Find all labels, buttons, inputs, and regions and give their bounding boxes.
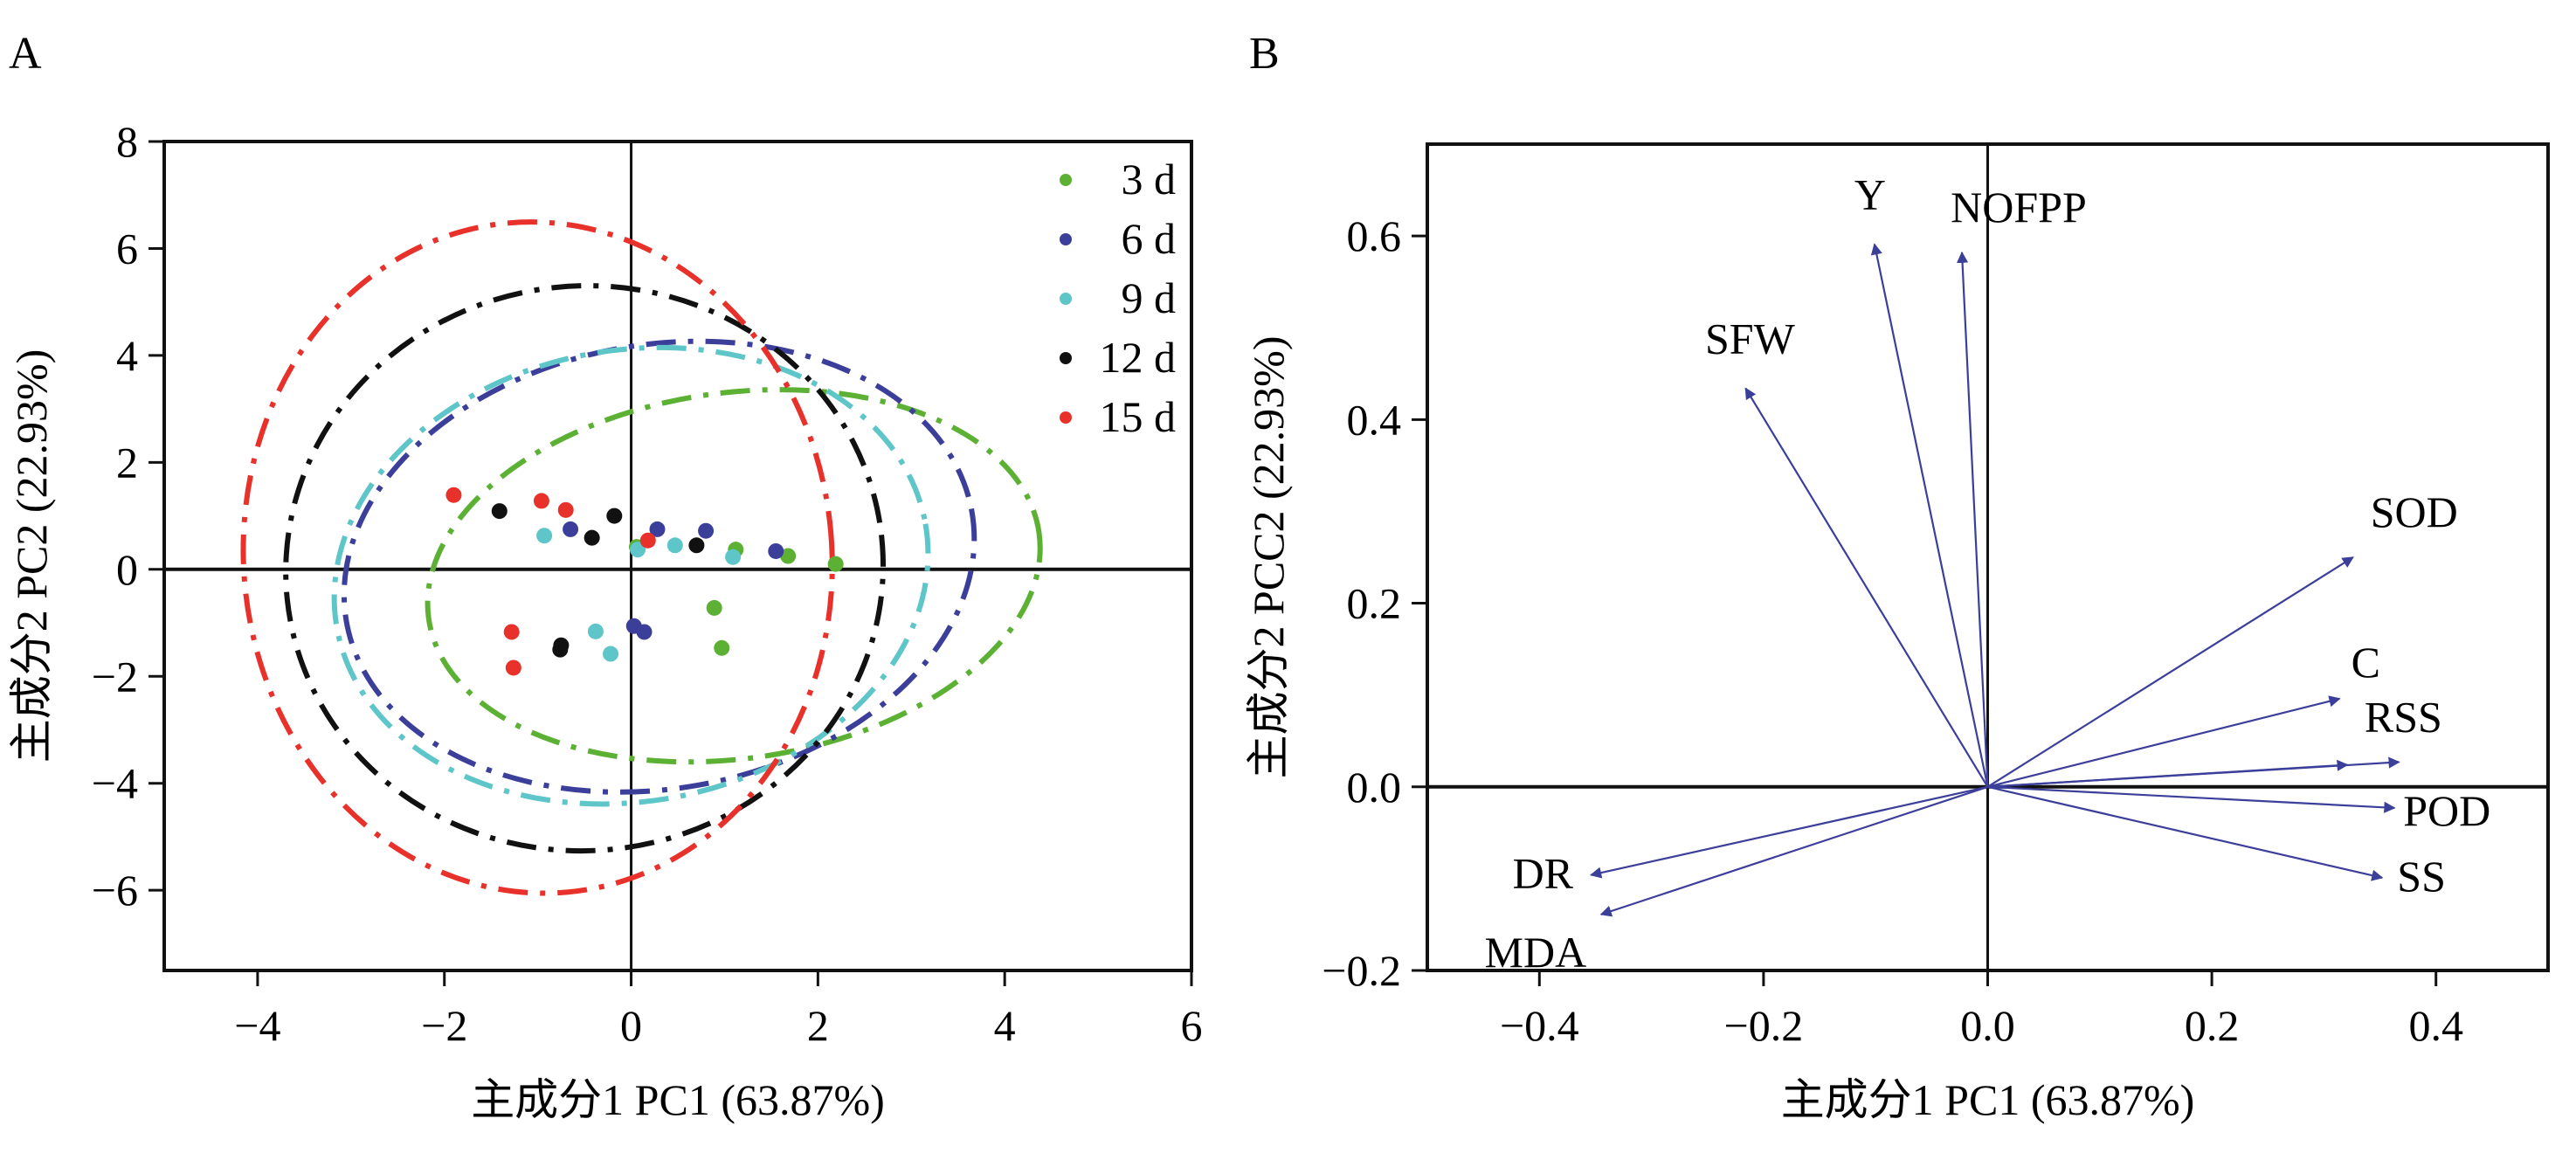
y-tick-label: 0 <box>116 545 138 594</box>
panel-a-label: A <box>9 29 42 79</box>
loading-vector-arrow <box>1870 243 1989 788</box>
data-point-3d <box>827 556 844 572</box>
x-tick-label: 0.2 <box>2185 1001 2240 1050</box>
legend-marker <box>1060 293 1072 305</box>
legend-label: 3 d <box>1122 155 1177 204</box>
legend-marker <box>1060 174 1072 186</box>
y-tick-label: −6 <box>92 866 138 915</box>
loading-vector-arrow <box>1987 756 2400 788</box>
loading-vector-label: RSS <box>2365 692 2442 741</box>
confidence-ellipse-9d <box>331 344 931 807</box>
data-point-12d <box>688 537 705 554</box>
x-tick-label: 0.4 <box>2408 1001 2463 1050</box>
data-point-15d <box>639 532 656 549</box>
data-point-15d <box>533 493 549 509</box>
x-tick-label: 0.0 <box>1960 1001 2015 1050</box>
y-tick-label: −2 <box>92 652 138 701</box>
loading-vector-label: SOD <box>2371 487 2458 536</box>
legend-marker <box>1060 233 1072 245</box>
y-axis-title: 主成分2 PC2 (22.93%) <box>7 349 56 763</box>
x-tick-label: −2 <box>421 1001 467 1050</box>
data-point-12d <box>491 503 508 520</box>
data-point-9d <box>666 537 683 554</box>
x-axis-title: 主成分1 PC1 (63.87%) <box>1781 1075 2195 1124</box>
confidence-ellipse-12d <box>283 283 886 854</box>
legend-label: 9 d <box>1122 273 1177 322</box>
legend-label: 12 d <box>1100 333 1177 382</box>
x-tick-label: 6 <box>1181 1001 1203 1050</box>
y-tick-label: −4 <box>92 759 138 808</box>
data-point-9d <box>630 542 646 558</box>
data-point-9d <box>603 646 619 662</box>
x-tick-label: −4 <box>234 1001 280 1050</box>
legend-marker <box>1060 411 1072 424</box>
loading-vector-label: POD <box>2403 786 2490 835</box>
data-point-9d <box>725 549 742 565</box>
loading-vector-arrow <box>1987 785 2396 813</box>
legend-label: 6 d <box>1122 214 1177 263</box>
data-point-15d <box>445 487 462 503</box>
confidence-ellipse-15d <box>240 219 835 896</box>
data-point-3d <box>706 599 722 616</box>
loading-vector-label: SFW <box>1705 314 1796 363</box>
panel-b-label: B <box>1249 29 1280 79</box>
panel-a-pca-scores: −4 −2 0 2 4 6 −6 −4 −2 0 2 4 6 8 主成分1 PC1 (63.87%) 主成分2… <box>7 117 1203 1124</box>
loading-vector-arrow <box>1987 695 2341 788</box>
y-tick-label: 0.4 <box>1347 395 1402 444</box>
panel-b-loading-plot: −0.4 −0.2 0.0 0.2 0.4 −0.2 0.0 0.2 0.4 0.6 主成分1 PC… <box>1244 142 2550 1124</box>
data-point-15d <box>557 501 574 518</box>
data-point-6d <box>649 521 666 537</box>
confidence-ellipse-6d <box>341 338 977 795</box>
y-tick-label: 2 <box>116 438 138 487</box>
y-tick-label: 0.2 <box>1347 579 1402 628</box>
loading-vector-label: MDA <box>1485 928 1587 977</box>
y-tick-label: 0.6 <box>1347 211 1402 260</box>
y-axis-title: 主成分2 PCC2 (22.93%) <box>1244 336 1293 779</box>
loading-vector-label: Y <box>1854 170 1886 219</box>
data-point-12d <box>552 641 569 658</box>
x-axis-title: 主成分1 PC1 (63.87%) <box>471 1075 885 1124</box>
data-point-6d <box>698 522 715 539</box>
data-point-12d <box>584 529 600 546</box>
data-point-15d <box>503 624 520 640</box>
data-point-3d <box>714 639 730 656</box>
plot-frame <box>162 140 1193 972</box>
confidence-ellipse-3d <box>425 387 1043 765</box>
x-tick-label: 4 <box>994 1001 1016 1050</box>
data-point-6d <box>768 542 784 559</box>
loading-vector-arrow <box>1986 556 2354 788</box>
data-point-9d <box>587 623 604 639</box>
loading-vector-label: DR <box>1513 849 1574 898</box>
x-tick-label: −0.2 <box>1724 1001 1804 1050</box>
loading-vector-arrow <box>1590 785 1988 879</box>
x-tick-label: 0 <box>620 1001 642 1050</box>
x-tick-label: 2 <box>807 1001 829 1050</box>
data-point-6d <box>636 624 653 640</box>
y-tick-label: 4 <box>116 331 138 380</box>
loading-vector-arrow <box>1956 251 1989 787</box>
loading-vector-arrow <box>1987 785 2384 881</box>
x-tick-label: −0.4 <box>1500 1001 1579 1050</box>
loading-vector-label: NOFPP <box>1951 183 2087 231</box>
loading-vector-label: SS <box>2397 852 2446 901</box>
data-point-12d <box>606 508 623 524</box>
loading-vector-arrow <box>1744 387 1989 788</box>
legend-marker <box>1060 352 1072 364</box>
data-point-9d <box>536 528 553 544</box>
data-point-15d <box>505 660 521 676</box>
data-point-6d <box>563 521 579 537</box>
data-point-3d <box>780 548 797 564</box>
y-tick-label: −0.2 <box>1322 946 1401 995</box>
y-tick-label: 8 <box>116 117 138 166</box>
loading-vector-label: C <box>2352 638 2380 687</box>
loading-vector-arrow <box>1599 785 1988 917</box>
y-tick-label: 6 <box>116 224 138 273</box>
y-tick-label: 0.0 <box>1347 763 1402 811</box>
legend-label: 15 d <box>1100 392 1177 441</box>
